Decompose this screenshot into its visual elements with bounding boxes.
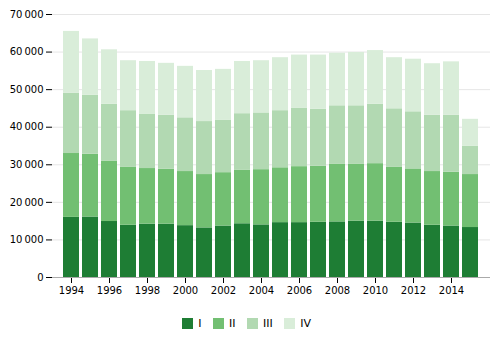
- html-text:IV: IV: [300, 317, 312, 330]
- svg-text:50 000: 50 000: [10, 84, 44, 95]
- svg-text:20 000: 20 000: [10, 197, 44, 208]
- html-text:II: II: [229, 317, 236, 330]
- svg-text:70 000: 70 000: [10, 9, 44, 20]
- svg-text:2012: 2012: [401, 285, 426, 296]
- svg-text:1998: 1998: [135, 285, 160, 296]
- svg-text:40 000: 40 000: [10, 121, 44, 132]
- html-text:I: I: [198, 317, 202, 330]
- svg-text:2002: 2002: [211, 285, 236, 296]
- svg-text:30 000: 30 000: [10, 159, 44, 170]
- svg-text:10 000: 10 000: [10, 234, 44, 245]
- svg-text:1996: 1996: [97, 285, 122, 296]
- svg-text:1994: 1994: [59, 285, 84, 296]
- html-text:III: III: [263, 317, 273, 330]
- svg-text:60 000: 60 000: [10, 46, 44, 57]
- svg-text:2006: 2006: [287, 285, 312, 296]
- svg-text:2008: 2008: [325, 285, 350, 296]
- svg-text:0: 0: [37, 272, 43, 283]
- svg-text:2010: 2010: [363, 285, 388, 296]
- svg-text:2004: 2004: [249, 285, 274, 296]
- svg-text:2014: 2014: [439, 285, 464, 296]
- svg-text:2000: 2000: [173, 285, 198, 296]
